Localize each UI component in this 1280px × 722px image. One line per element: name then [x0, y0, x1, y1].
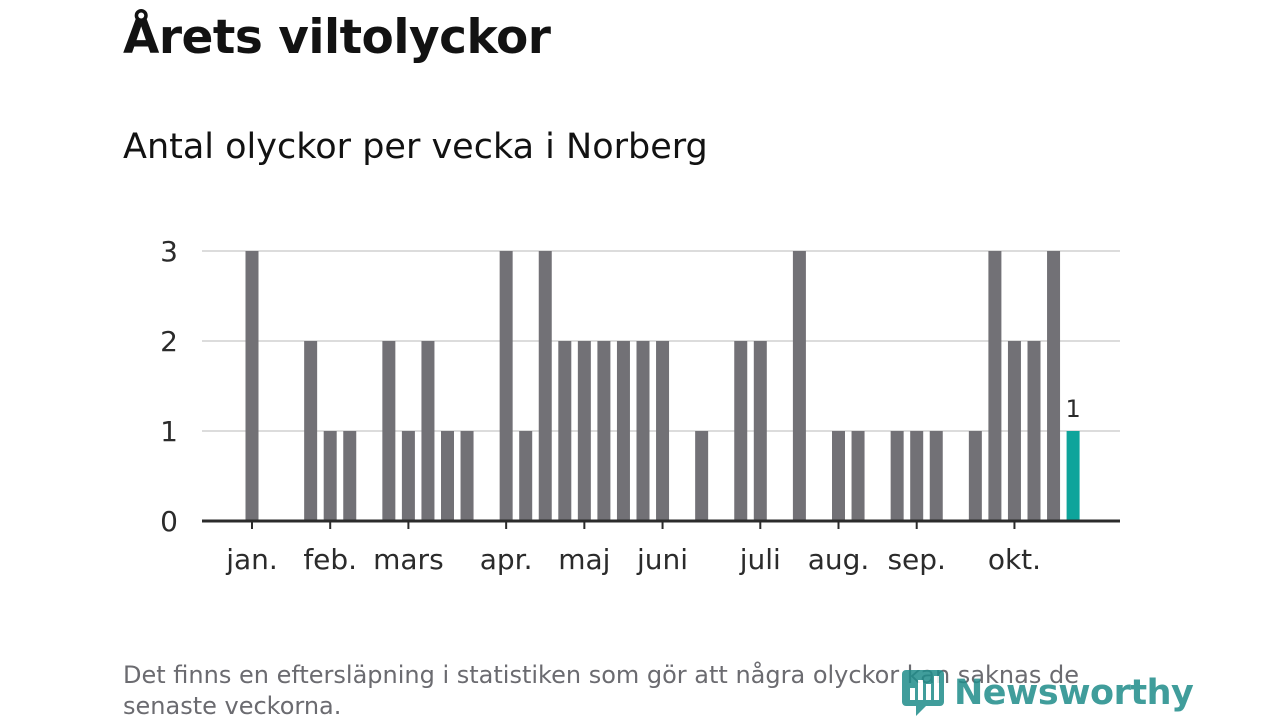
chart-subtitle: Antal olyckor per vecka i Norberg [123, 127, 708, 167]
x-tick-label: feb. [303, 543, 357, 576]
y-tick-label: 0 [160, 505, 178, 538]
bar [695, 431, 709, 521]
bar [441, 431, 454, 521]
bar [792, 251, 806, 521]
logo-text: Newsworthy [954, 673, 1194, 713]
bar [1027, 341, 1041, 521]
bar [343, 431, 357, 521]
bar [910, 431, 924, 521]
x-tick-label: aug. [808, 543, 870, 576]
bar [753, 341, 767, 521]
bar [851, 431, 865, 521]
bar [1007, 341, 1021, 521]
bar [832, 431, 845, 521]
bar [616, 341, 630, 521]
bar [988, 251, 1002, 521]
x-tick-label: mars [373, 543, 444, 576]
bars [245, 251, 1080, 521]
bar [499, 251, 513, 521]
bar [734, 341, 748, 521]
x-tick-label: sep. [887, 543, 946, 576]
x-tick-label: maj [558, 543, 610, 576]
y-tick-label: 3 [160, 235, 178, 268]
x-tick-label: juli [739, 543, 781, 576]
y-axis-ticks: 0 1 2 3 [160, 235, 178, 538]
bar [597, 341, 611, 521]
y-tick-label: 1 [160, 415, 178, 448]
bar [558, 341, 572, 521]
bar [519, 431, 533, 521]
bar [890, 431, 904, 521]
bar [538, 251, 552, 521]
x-tick-label: juni [636, 543, 688, 576]
x-tick-label: apr. [480, 543, 533, 576]
bar [968, 431, 982, 521]
chart-title: Årets viltolyckor [123, 10, 551, 65]
bar [577, 341, 591, 521]
bar-chart: 0 1 2 3 jan. feb. mars apr. maj juni juli aug. sep.… [160, 235, 1120, 576]
bar [929, 431, 943, 521]
bar [421, 341, 435, 521]
bar [323, 431, 337, 521]
data-label: 1 [1065, 395, 1080, 423]
bar [636, 341, 650, 521]
bar [656, 341, 670, 521]
bar [382, 341, 396, 521]
x-tick-label: jan. [225, 543, 278, 576]
bar [304, 341, 318, 521]
bar [460, 431, 474, 521]
newsworthy-logo: Newsworthy [902, 668, 1194, 718]
bar-highlight [1066, 431, 1080, 521]
newsworthy-logo-icon [902, 670, 944, 716]
x-tick-label: okt. [988, 543, 1041, 576]
x-axis-ticks: jan. feb. mars apr. maj juni juli aug. sep. okt. [225, 521, 1041, 576]
y-tick-label: 2 [160, 325, 178, 358]
bar [245, 251, 259, 521]
data-labels: 1 [1065, 395, 1080, 423]
bar [401, 431, 415, 521]
bar [1047, 251, 1061, 521]
